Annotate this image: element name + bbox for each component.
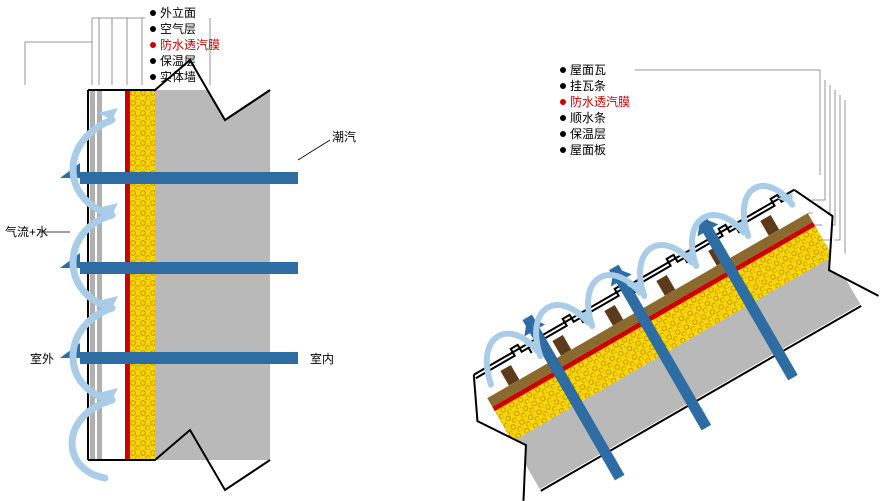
legend-item: 保温层 bbox=[560, 126, 630, 142]
label-moisture: 潮汽 bbox=[332, 128, 356, 145]
label-indoor: 室内 bbox=[310, 350, 334, 367]
legend-label: 屋面板 bbox=[570, 142, 606, 158]
legend-label: 实体墙 bbox=[160, 69, 196, 85]
legend-item: 保温层 bbox=[150, 53, 220, 69]
legend-label: 防水透汽膜 bbox=[160, 37, 220, 53]
label-outdoor: 室外 bbox=[30, 350, 54, 367]
legend-label: 挂瓦条 bbox=[570, 78, 606, 94]
leader-bracket-left bbox=[25, 42, 92, 85]
legend-label: 屋面瓦 bbox=[570, 62, 606, 78]
leader-moisture bbox=[298, 140, 330, 160]
legend-label: 空气层 bbox=[160, 21, 196, 37]
legend-item: 防水透汽膜 bbox=[150, 37, 220, 53]
legend-item: 顺水条 bbox=[560, 110, 630, 126]
layer-membrane bbox=[125, 90, 130, 460]
legend-item: 外立面 bbox=[150, 5, 220, 21]
roof-assembly bbox=[445, 160, 883, 501]
legend-item: 空气层 bbox=[150, 21, 220, 37]
label-airflow-water: 气流+水 bbox=[5, 223, 48, 240]
legend-label: 保温层 bbox=[160, 53, 196, 69]
page-root: 外立面 空气层 防水透汽膜 保温层 实体墙 潮汽 气流+水 室外 室内 bbox=[0, 0, 883, 501]
legend-item: 实体墙 bbox=[150, 69, 220, 85]
legend-item: 挂瓦条 bbox=[560, 78, 630, 94]
layer-insulation bbox=[130, 90, 155, 460]
roof-section-diagram bbox=[420, 0, 883, 501]
legend-label: 保温层 bbox=[570, 126, 606, 142]
legend-label: 外立面 bbox=[160, 5, 196, 21]
legend-item: 屋面板 bbox=[560, 142, 630, 158]
legend-label: 顺水条 bbox=[570, 110, 606, 126]
legend-item: 防水透汽膜 bbox=[560, 94, 630, 110]
roof-legend: 屋面瓦 挂瓦条 防水透汽膜 顺水条 保温层 屋面板 bbox=[560, 62, 630, 158]
legend-label: 防水透汽膜 bbox=[570, 94, 630, 110]
layer-solid-wall bbox=[155, 90, 270, 460]
legend-item: 屋面瓦 bbox=[560, 62, 630, 78]
wall-legend: 外立面 空气层 防水透汽膜 保温层 实体墙 bbox=[150, 5, 220, 85]
